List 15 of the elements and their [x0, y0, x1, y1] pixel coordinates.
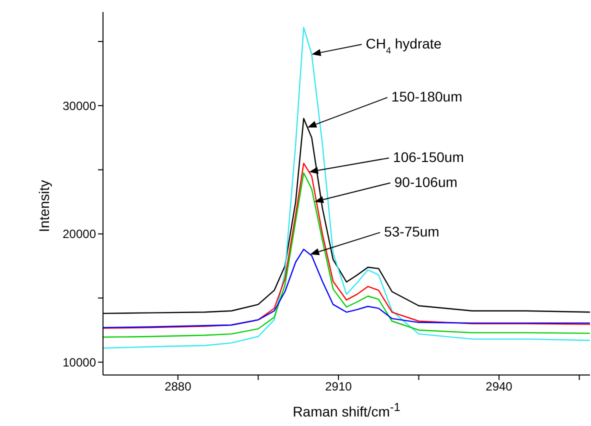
annotation: 53-75um: [384, 223, 440, 240]
y-tick-label: 30000: [62, 98, 96, 113]
annotation: CH$_{4}$ hydrate: [366, 35, 442, 56]
annotation: 150-180um: [391, 88, 462, 104]
x-axis-title: Raman shift/cm$^{-1}$: [292, 401, 402, 420]
annotation: 106-150um: [393, 148, 464, 165]
annotation: 90-106um: [394, 174, 458, 190]
y-axis-title: Intensity: [36, 178, 52, 234]
y-tick-label: 10000: [62, 355, 96, 370]
x-tick-label: 2880: [164, 380, 192, 394]
y-tick-label: 20000: [62, 227, 96, 242]
line-series: [103, 248, 590, 328]
line-series: [103, 26, 590, 349]
x-tick-label: 2940: [486, 380, 513, 394]
x-tick-label: 2910: [325, 380, 352, 394]
